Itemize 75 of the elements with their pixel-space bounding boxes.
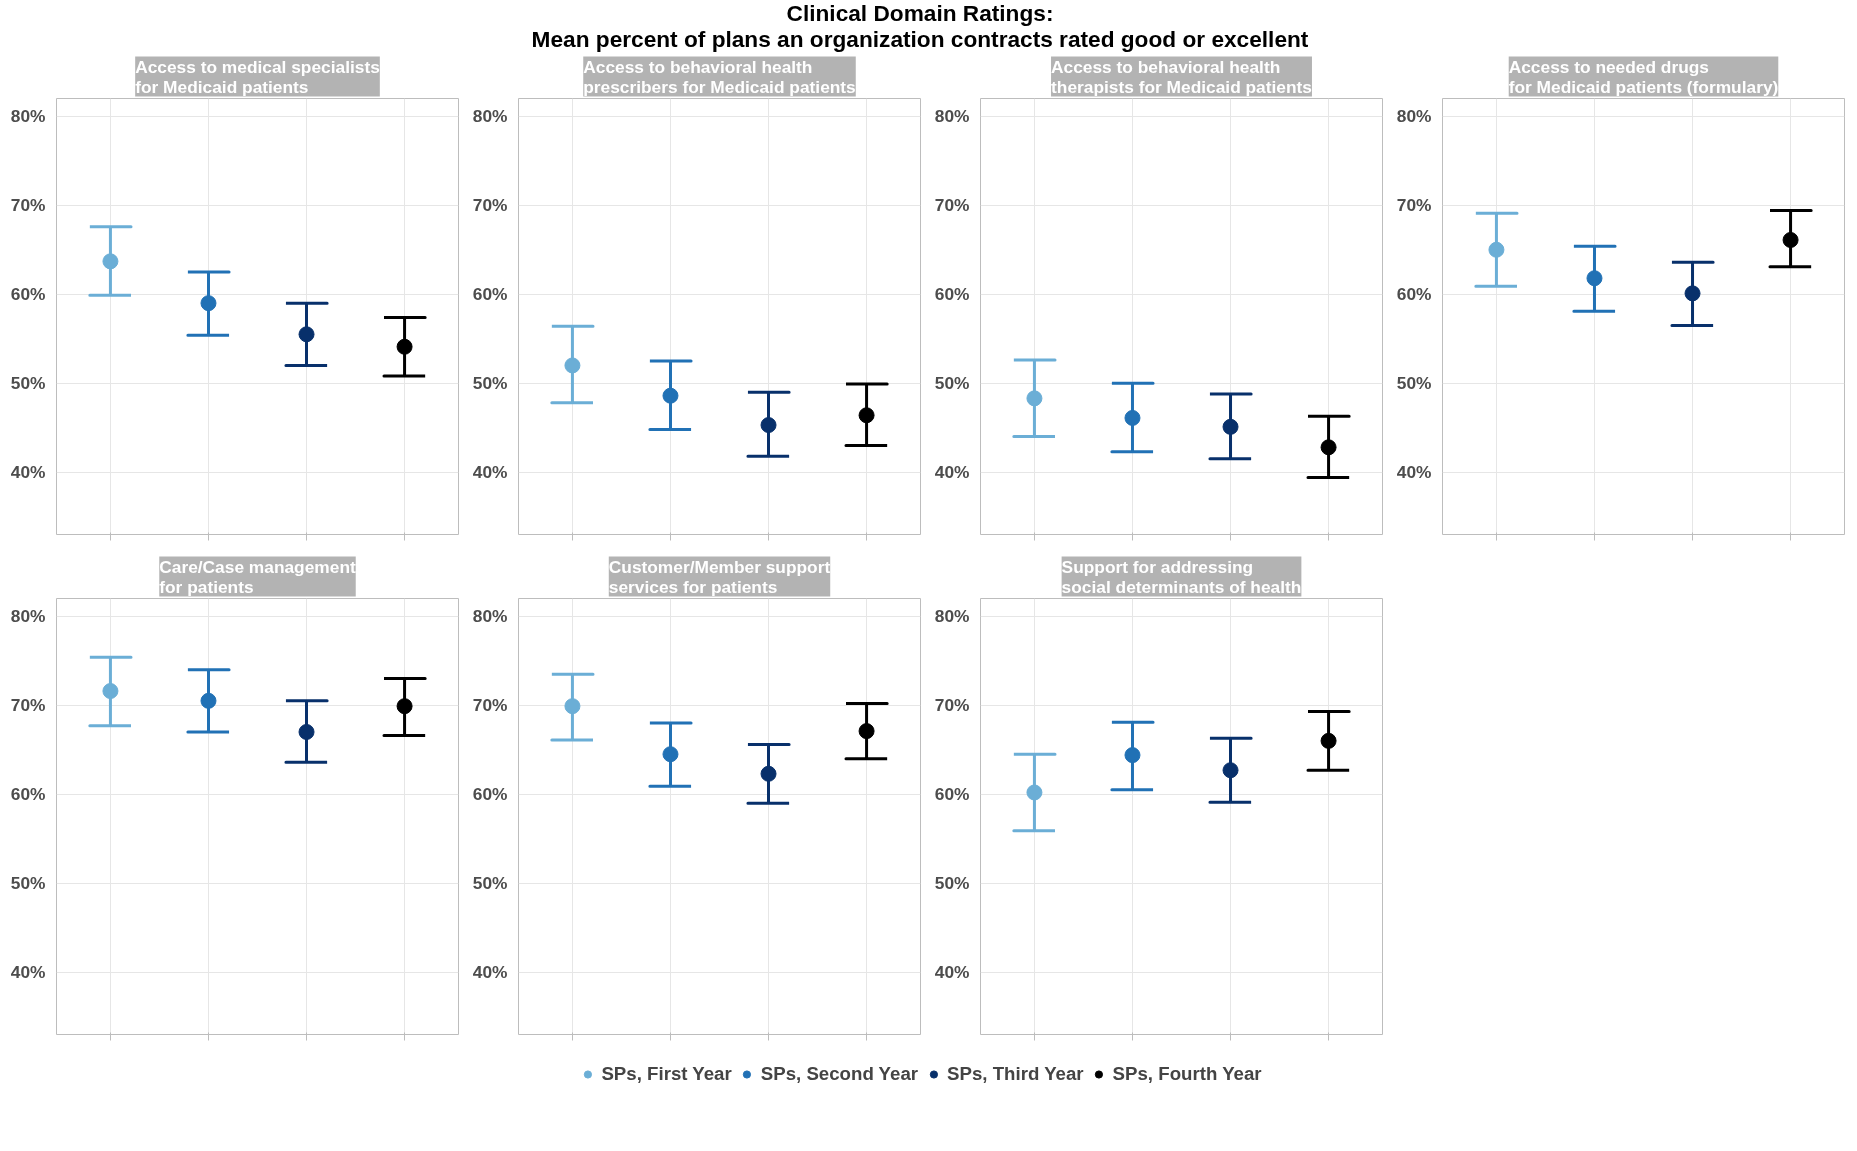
point	[858, 407, 875, 424]
point	[1488, 241, 1505, 258]
point	[662, 387, 679, 404]
y-tick-label: 40%	[1396, 462, 1432, 483]
y-tick-label: 50%	[10, 873, 46, 894]
y-tick-label: 80%	[934, 606, 970, 627]
y-tick-label: 50%	[10, 373, 46, 394]
point	[858, 723, 875, 740]
y-tick-label: 50%	[934, 873, 970, 894]
chart-title: Customer/Member support services for patients	[608, 556, 831, 597]
chart-title: Access to behavioral health prescribers for Medicaid patients	[583, 56, 856, 97]
y-tick-label: 80%	[10, 606, 46, 627]
point	[298, 724, 315, 741]
chart-title: Access to needed drugs for Medicaid patients (formulary)	[1508, 56, 1779, 97]
chart-title: Access to medical specialists for Medicaid patients	[135, 56, 380, 97]
y-tick-label: 60%	[10, 784, 46, 805]
y-tick-label: 50%	[1396, 373, 1432, 394]
y-tick-label: 80%	[1396, 106, 1432, 127]
point	[298, 326, 315, 343]
chart-title: Support for addressing social determinants of health	[1061, 556, 1302, 597]
legend-label: SPs, Third Year	[947, 1063, 1084, 1086]
y-tick-label: 40%	[934, 962, 970, 983]
point	[1222, 762, 1239, 779]
point	[102, 253, 119, 270]
y-tick-label: 60%	[472, 784, 508, 805]
legend-label: SPs, First Year	[601, 1063, 732, 1086]
point	[1026, 784, 1043, 801]
y-tick-label: 80%	[934, 106, 970, 127]
point	[1124, 410, 1141, 427]
point	[564, 698, 581, 715]
point	[1782, 232, 1799, 249]
point	[662, 746, 679, 763]
chart-title: Care/Case management for patients	[159, 556, 356, 597]
point	[1684, 285, 1701, 302]
point	[1586, 270, 1603, 287]
point	[1026, 390, 1043, 407]
y-tick-label: 70%	[472, 195, 508, 216]
point	[1320, 733, 1337, 749]
point	[200, 295, 217, 312]
point	[760, 765, 777, 782]
y-tick-label: 70%	[10, 695, 46, 716]
point	[396, 698, 413, 715]
y-tick-label: 40%	[10, 462, 46, 483]
y-tick-label: 60%	[934, 784, 970, 805]
y-tick-label: 70%	[934, 195, 970, 216]
y-tick-label: 70%	[472, 695, 508, 716]
y-tick-label: 50%	[934, 373, 970, 394]
point	[200, 692, 217, 709]
y-tick-label: 40%	[10, 962, 46, 983]
legend-label: SPs, Fourth Year	[1112, 1063, 1262, 1086]
y-tick-label: 70%	[1396, 195, 1432, 216]
y-tick-label: 80%	[10, 106, 46, 127]
y-tick-label: 60%	[934, 284, 970, 305]
y-tick-label: 60%	[472, 284, 508, 305]
y-tick-label: 70%	[934, 695, 970, 716]
y-tick-label: 40%	[472, 962, 508, 983]
text: Clinical Domain Ratings: Mean percent of plans an organization contracts rated good or excellent	[530, 0, 1310, 53]
y-tick-label: 50%	[472, 873, 508, 894]
point	[1320, 439, 1337, 456]
y-tick-label: 60%	[10, 284, 46, 305]
point	[396, 338, 413, 355]
point	[760, 417, 777, 434]
chart-title: Access to behavioral health therapists for Medicaid patients	[1051, 56, 1312, 97]
legend-label: SPs, Second Year	[760, 1063, 919, 1086]
y-tick-label: 80%	[472, 606, 508, 627]
y-tick-label: 70%	[10, 195, 46, 216]
y-tick-label: 60%	[1396, 284, 1432, 305]
point	[1222, 418, 1239, 435]
y-tick-label: 40%	[934, 462, 970, 483]
y-tick-label: 40%	[472, 462, 508, 483]
point	[564, 357, 581, 374]
y-tick-label: 50%	[472, 373, 508, 394]
point	[1124, 747, 1141, 764]
point	[102, 683, 119, 700]
y-tick-label: 80%	[472, 106, 508, 127]
